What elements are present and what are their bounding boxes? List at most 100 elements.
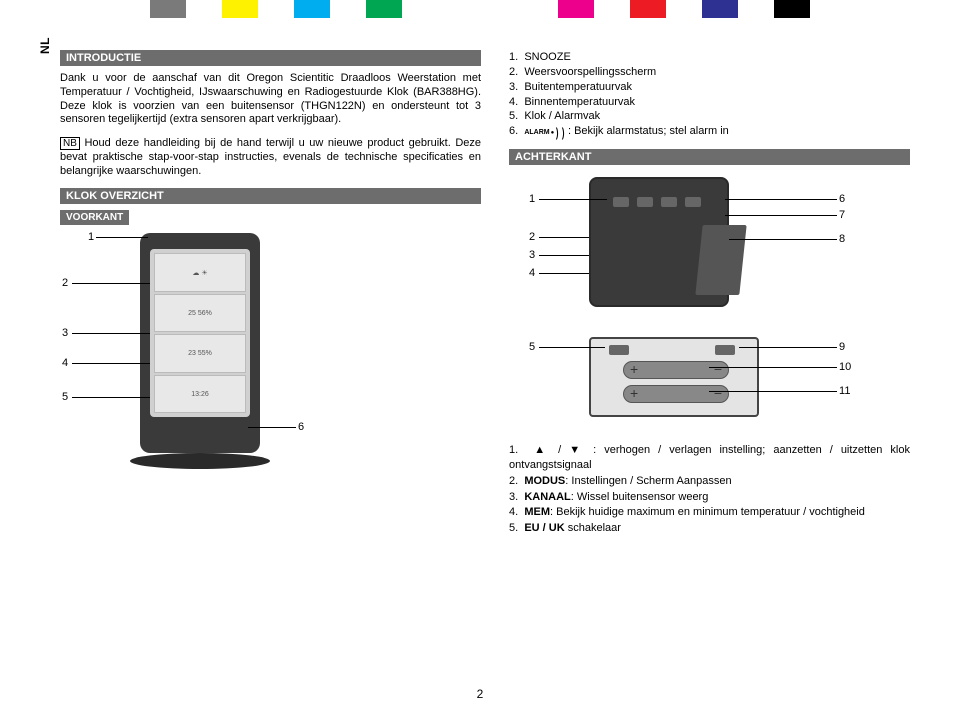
colorbar-swatch	[810, 0, 930, 18]
front-label-2: 2	[62, 277, 68, 289]
right-column: 1. SNOOZE 2. Weersvoorspellingsscherm 3.…	[509, 50, 910, 537]
back-label-3: 3	[529, 249, 535, 261]
btleader-10	[709, 367, 837, 368]
front-item-6: 6. ALARM●)) : Bekijk alarmstatus; stel a…	[509, 124, 910, 139]
colorbar-swatch	[558, 0, 594, 18]
batt-label-10: 10	[839, 361, 851, 373]
back-label-8: 8	[839, 233, 845, 245]
bleader-2	[539, 237, 589, 238]
back-button-2	[637, 197, 653, 207]
heading-achterkant: ACHTERKANT	[509, 149, 910, 165]
page-number: 2	[477, 687, 484, 701]
colorbar-swatch	[738, 0, 774, 18]
nb-paragraph: NB Houd deze handleiding bij de hand ter…	[60, 137, 481, 178]
colorbar-swatch	[702, 0, 738, 18]
leader-6	[248, 427, 296, 428]
bleader-6	[725, 199, 837, 200]
left-column: INTRODUCTIE Dank u voor de aanschaf van …	[32, 50, 481, 537]
batt-switch-top2	[715, 345, 735, 355]
nb-text: Houd deze handleiding bij de hand terwij…	[60, 137, 481, 177]
battery-1	[623, 361, 729, 379]
device-front-illustration: ☁ ☀ 25 56% 23 55% 13:26	[120, 233, 280, 463]
front-label-3: 3	[62, 327, 68, 339]
colorbar-swatch	[150, 0, 186, 18]
btleader-5	[539, 347, 605, 348]
btleader-9	[739, 347, 837, 348]
front-item-3: 3. Buitentemperatuurvak	[509, 80, 910, 95]
intro-paragraph: Dank u voor de aanschaf van dit Oregon S…	[60, 72, 481, 127]
back-figure: 1 2 3 4 6 7 8	[529, 177, 869, 317]
front-item-4: 4. Binnentemperatuurvak	[509, 95, 910, 110]
leader-5	[72, 397, 150, 398]
back-callout-list: 1. ▲ / ▼ : verhogen / verlagen instellin…	[509, 443, 910, 536]
heading-klok-overzicht: KLOK OVERZICHT	[60, 188, 481, 204]
colorbar-swatch	[594, 0, 630, 18]
back-label-1: 1	[529, 193, 535, 205]
colorbar-swatch	[258, 0, 294, 18]
colorbar-swatch	[666, 0, 702, 18]
back-label-4: 4	[529, 267, 535, 279]
screen-row-clock: 13:26	[154, 375, 246, 414]
colorbar-swatch	[366, 0, 402, 18]
back-button-4	[685, 197, 701, 207]
back-list-item: 3. KANAAL: Wissel buitensensor weerg	[509, 490, 910, 505]
leader-3	[72, 333, 150, 334]
leader-2	[72, 283, 150, 284]
batt-label-9: 9	[839, 341, 845, 353]
back-list-item: 1. ▲ / ▼ : verhogen / verlagen instellin…	[509, 443, 910, 473]
btleader-11	[709, 391, 837, 392]
colorbar-swatch	[330, 0, 366, 18]
colorbar-swatch	[774, 0, 810, 18]
colorbar-swatch	[630, 0, 666, 18]
back-label-2: 2	[529, 231, 535, 243]
color-registration-bar	[0, 0, 960, 18]
battery-compartment	[589, 337, 759, 417]
back-button-1	[613, 197, 629, 207]
bleader-4	[539, 273, 589, 274]
bleader-8	[729, 239, 837, 240]
colorbar-swatch	[186, 0, 222, 18]
back-button-3	[661, 197, 677, 207]
front-item-1: 1. SNOOZE	[509, 50, 910, 65]
alarm-icon: ALARM●))	[524, 128, 565, 137]
back-list-item: 2. MODUS: Instellingen / Scherm Aanpasse…	[509, 474, 910, 489]
colorbar-swatch	[438, 0, 558, 18]
heading-voorkant: VOORKANT	[60, 210, 129, 225]
batt-label-11: 11	[839, 385, 850, 397]
colorbar-swatch	[222, 0, 258, 18]
colorbar-swatch	[0, 0, 150, 18]
front-label-1: 1	[88, 231, 94, 243]
battery-2	[623, 385, 729, 403]
leader-1	[96, 237, 148, 238]
page-columns: INTRODUCTIE Dank u voor de aanschaf van …	[0, 50, 960, 537]
batt-label-5: 5	[529, 341, 535, 353]
front-item-5: 5. Klok / Alarmvak	[509, 109, 910, 124]
screen-row-out: 25 56%	[154, 294, 246, 333]
device-back-illustration	[589, 177, 729, 307]
bleader-3	[539, 255, 589, 256]
front-label-6: 6	[298, 421, 304, 433]
back-list-item: 5. EU / UK schakelaar	[509, 521, 910, 536]
colorbar-swatch	[402, 0, 438, 18]
front-label-5: 5	[62, 391, 68, 403]
back-list-item: 4. MEM: Bekijk huidige maximum en minimu…	[509, 505, 910, 520]
batt-switch-top	[609, 345, 629, 355]
screen-row-in: 23 55%	[154, 334, 246, 373]
bleader-1	[539, 199, 607, 200]
back-label-7: 7	[839, 209, 845, 221]
colorbar-swatch	[294, 0, 330, 18]
battery-figure: 5 9 10 11	[529, 337, 869, 429]
front-label-4: 4	[62, 357, 68, 369]
bleader-7	[725, 215, 837, 216]
leader-4	[72, 363, 150, 364]
device-screen: ☁ ☀ 25 56% 23 55% 13:26	[150, 249, 250, 417]
front-figure: ☁ ☀ 25 56% 23 55% 13:26 1 2 3 4 5 6	[60, 233, 481, 493]
nb-label-box: NB	[60, 137, 80, 150]
device-base	[130, 453, 270, 469]
back-label-6: 6	[839, 193, 845, 205]
back-stand	[695, 225, 746, 295]
front-item-2: 2. Weersvoorspellingsscherm	[509, 65, 910, 80]
heading-introductie: INTRODUCTIE	[60, 50, 481, 66]
front-callout-list: 1. SNOOZE 2. Weersvoorspellingsscherm 3.…	[509, 50, 910, 139]
screen-row-forecast: ☁ ☀	[154, 253, 246, 292]
